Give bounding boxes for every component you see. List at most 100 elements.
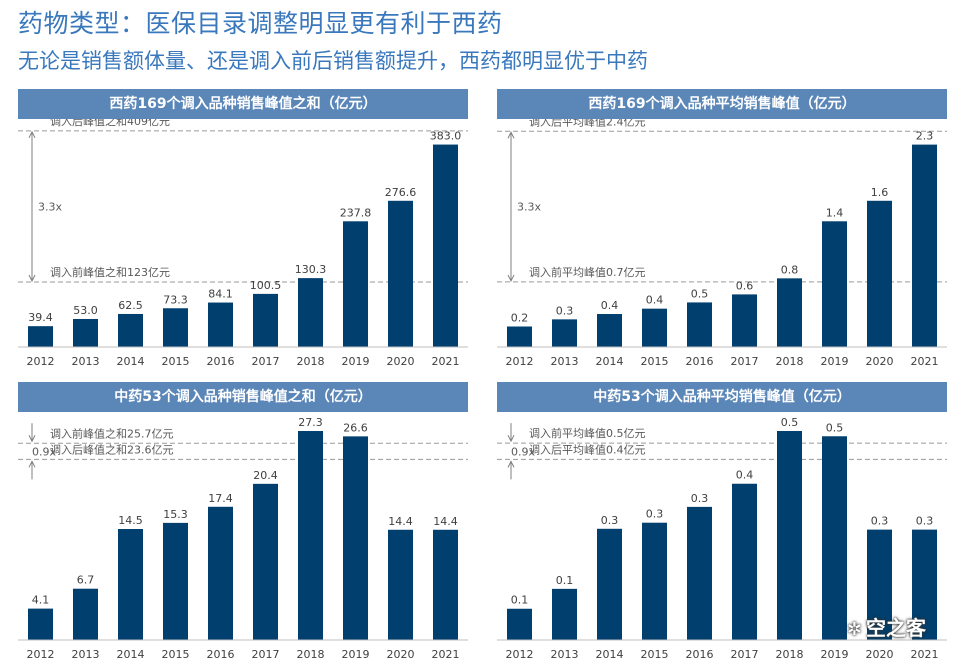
bar — [597, 528, 622, 640]
bar — [298, 278, 323, 347]
arrow-head — [507, 274, 515, 283]
reference-label: 调入前峰值之和123亿元 — [50, 265, 170, 279]
data-label: 0.4 — [736, 469, 754, 482]
data-label: 0.1 — [511, 594, 529, 607]
data-label: 14.4 — [433, 515, 458, 528]
chart-title: 中药53个调入品种平均销售峰值（亿元） — [497, 382, 947, 412]
multiplier-label: 0.9x — [511, 445, 535, 458]
data-label: 14.4 — [388, 515, 413, 528]
x-tick-label: 2012 — [506, 648, 534, 661]
x-tick-label: 2020 — [866, 355, 894, 368]
watermark: ✲ 空之客 — [847, 612, 926, 641]
reference-label: 调入后平均峰值2.4亿元 — [529, 119, 646, 128]
bar — [433, 144, 458, 347]
watermark-text: 空之客 — [866, 616, 926, 640]
data-label: 0.4 — [601, 299, 619, 312]
x-tick-label: 2021 — [432, 648, 460, 661]
multiplier-label: 3.3x — [38, 200, 62, 213]
data-label: 20.4 — [253, 469, 278, 482]
bar — [73, 588, 98, 640]
x-tick-label: 2021 — [432, 355, 460, 368]
x-tick-label: 2016 — [686, 648, 714, 661]
bar — [28, 608, 53, 640]
data-label: 1.6 — [871, 186, 889, 199]
x-tick-label: 2018 — [776, 355, 804, 368]
data-label: 0.5 — [826, 421, 844, 434]
x-tick-label: 2013 — [551, 355, 579, 368]
x-tick-label: 2013 — [551, 648, 579, 661]
bar — [73, 318, 98, 347]
data-label: 276.6 — [385, 186, 417, 199]
chart-panel-tcm-sum: 中药53个调入品种销售峰值之和（亿元） 调入前峰值之和25.7亿元 调入后峰值之和… — [18, 382, 468, 667]
x-tick-label: 2017 — [252, 355, 280, 368]
x-tick-label: 2013 — [72, 355, 100, 368]
bar — [822, 436, 847, 640]
data-label: 26.6 — [343, 421, 368, 434]
bar — [388, 200, 413, 347]
arrow-head — [507, 131, 515, 139]
x-tick-label: 2012 — [506, 355, 534, 368]
bar — [163, 522, 188, 640]
bar — [208, 302, 233, 347]
data-label: 100.5 — [250, 279, 282, 292]
data-label: 14.5 — [118, 514, 143, 527]
bar — [777, 430, 802, 640]
data-label: 0.1 — [556, 574, 574, 587]
bar — [388, 529, 413, 640]
x-tick-label: 2020 — [866, 648, 894, 661]
data-label: 4.1 — [32, 594, 50, 607]
bar — [433, 529, 458, 640]
data-label: 0.6 — [736, 279, 754, 292]
data-label: 237.8 — [340, 206, 372, 219]
reference-label: 调入前平均峰值0.7亿元 — [529, 265, 646, 279]
wechat-icon: ✲ — [846, 619, 862, 640]
bar — [642, 308, 667, 347]
x-tick-label: 2019 — [821, 648, 849, 661]
x-tick-label: 2015 — [641, 648, 669, 661]
x-tick-label: 2013 — [72, 648, 100, 661]
data-label: 1.4 — [826, 206, 844, 219]
arrow-head — [28, 130, 36, 139]
x-tick-label: 2017 — [731, 355, 759, 368]
x-tick-label: 2016 — [207, 648, 235, 661]
data-label: 0.5 — [781, 416, 799, 429]
data-label: 0.3 — [556, 304, 574, 317]
x-tick-label: 2018 — [776, 648, 804, 661]
page-subtitle: 无论是销售额体量、还是调入前后销售额提升，西药都明显优于中药 — [18, 49, 648, 73]
bar — [732, 483, 757, 640]
bar — [867, 529, 892, 640]
bar — [687, 506, 712, 640]
x-tick-label: 2016 — [686, 355, 714, 368]
x-tick-label: 2018 — [297, 355, 325, 368]
x-tick-label: 2014 — [596, 355, 624, 368]
data-label: 62.5 — [118, 299, 143, 312]
bar — [687, 302, 712, 347]
data-label: 17.4 — [208, 492, 233, 505]
page-title: 药物类型：医保目录调整明显更有利于西药 — [18, 9, 503, 38]
bar — [343, 221, 368, 347]
reference-label: 调入后峰值之和23.6亿元 — [50, 442, 174, 456]
multiplier-label: 0.9x — [32, 445, 56, 458]
bar — [732, 294, 757, 347]
x-tick-label: 2021 — [911, 355, 939, 368]
data-label: 0.3 — [871, 515, 889, 528]
data-label: 0.5 — [691, 287, 709, 300]
data-label: 2.3 — [916, 130, 934, 143]
chart-panel-west-sum: 西药169个调入品种销售峰值之和（亿元） 调入后峰值之和409亿元 调入前峰值之和… — [18, 89, 468, 374]
arrow-head — [507, 434, 515, 443]
bar — [507, 326, 532, 347]
bar — [912, 529, 937, 640]
bar — [343, 436, 368, 640]
reference-label: 调入前平均峰值0.5亿元 — [529, 426, 646, 440]
data-label: 53.0 — [73, 304, 98, 317]
bar — [552, 319, 577, 347]
x-tick-label: 2016 — [207, 355, 235, 368]
arrow-head — [28, 435, 36, 443]
x-tick-label: 2012 — [27, 648, 55, 661]
x-tick-label: 2012 — [27, 355, 55, 368]
x-tick-label: 2019 — [342, 648, 370, 661]
bar — [507, 608, 532, 640]
